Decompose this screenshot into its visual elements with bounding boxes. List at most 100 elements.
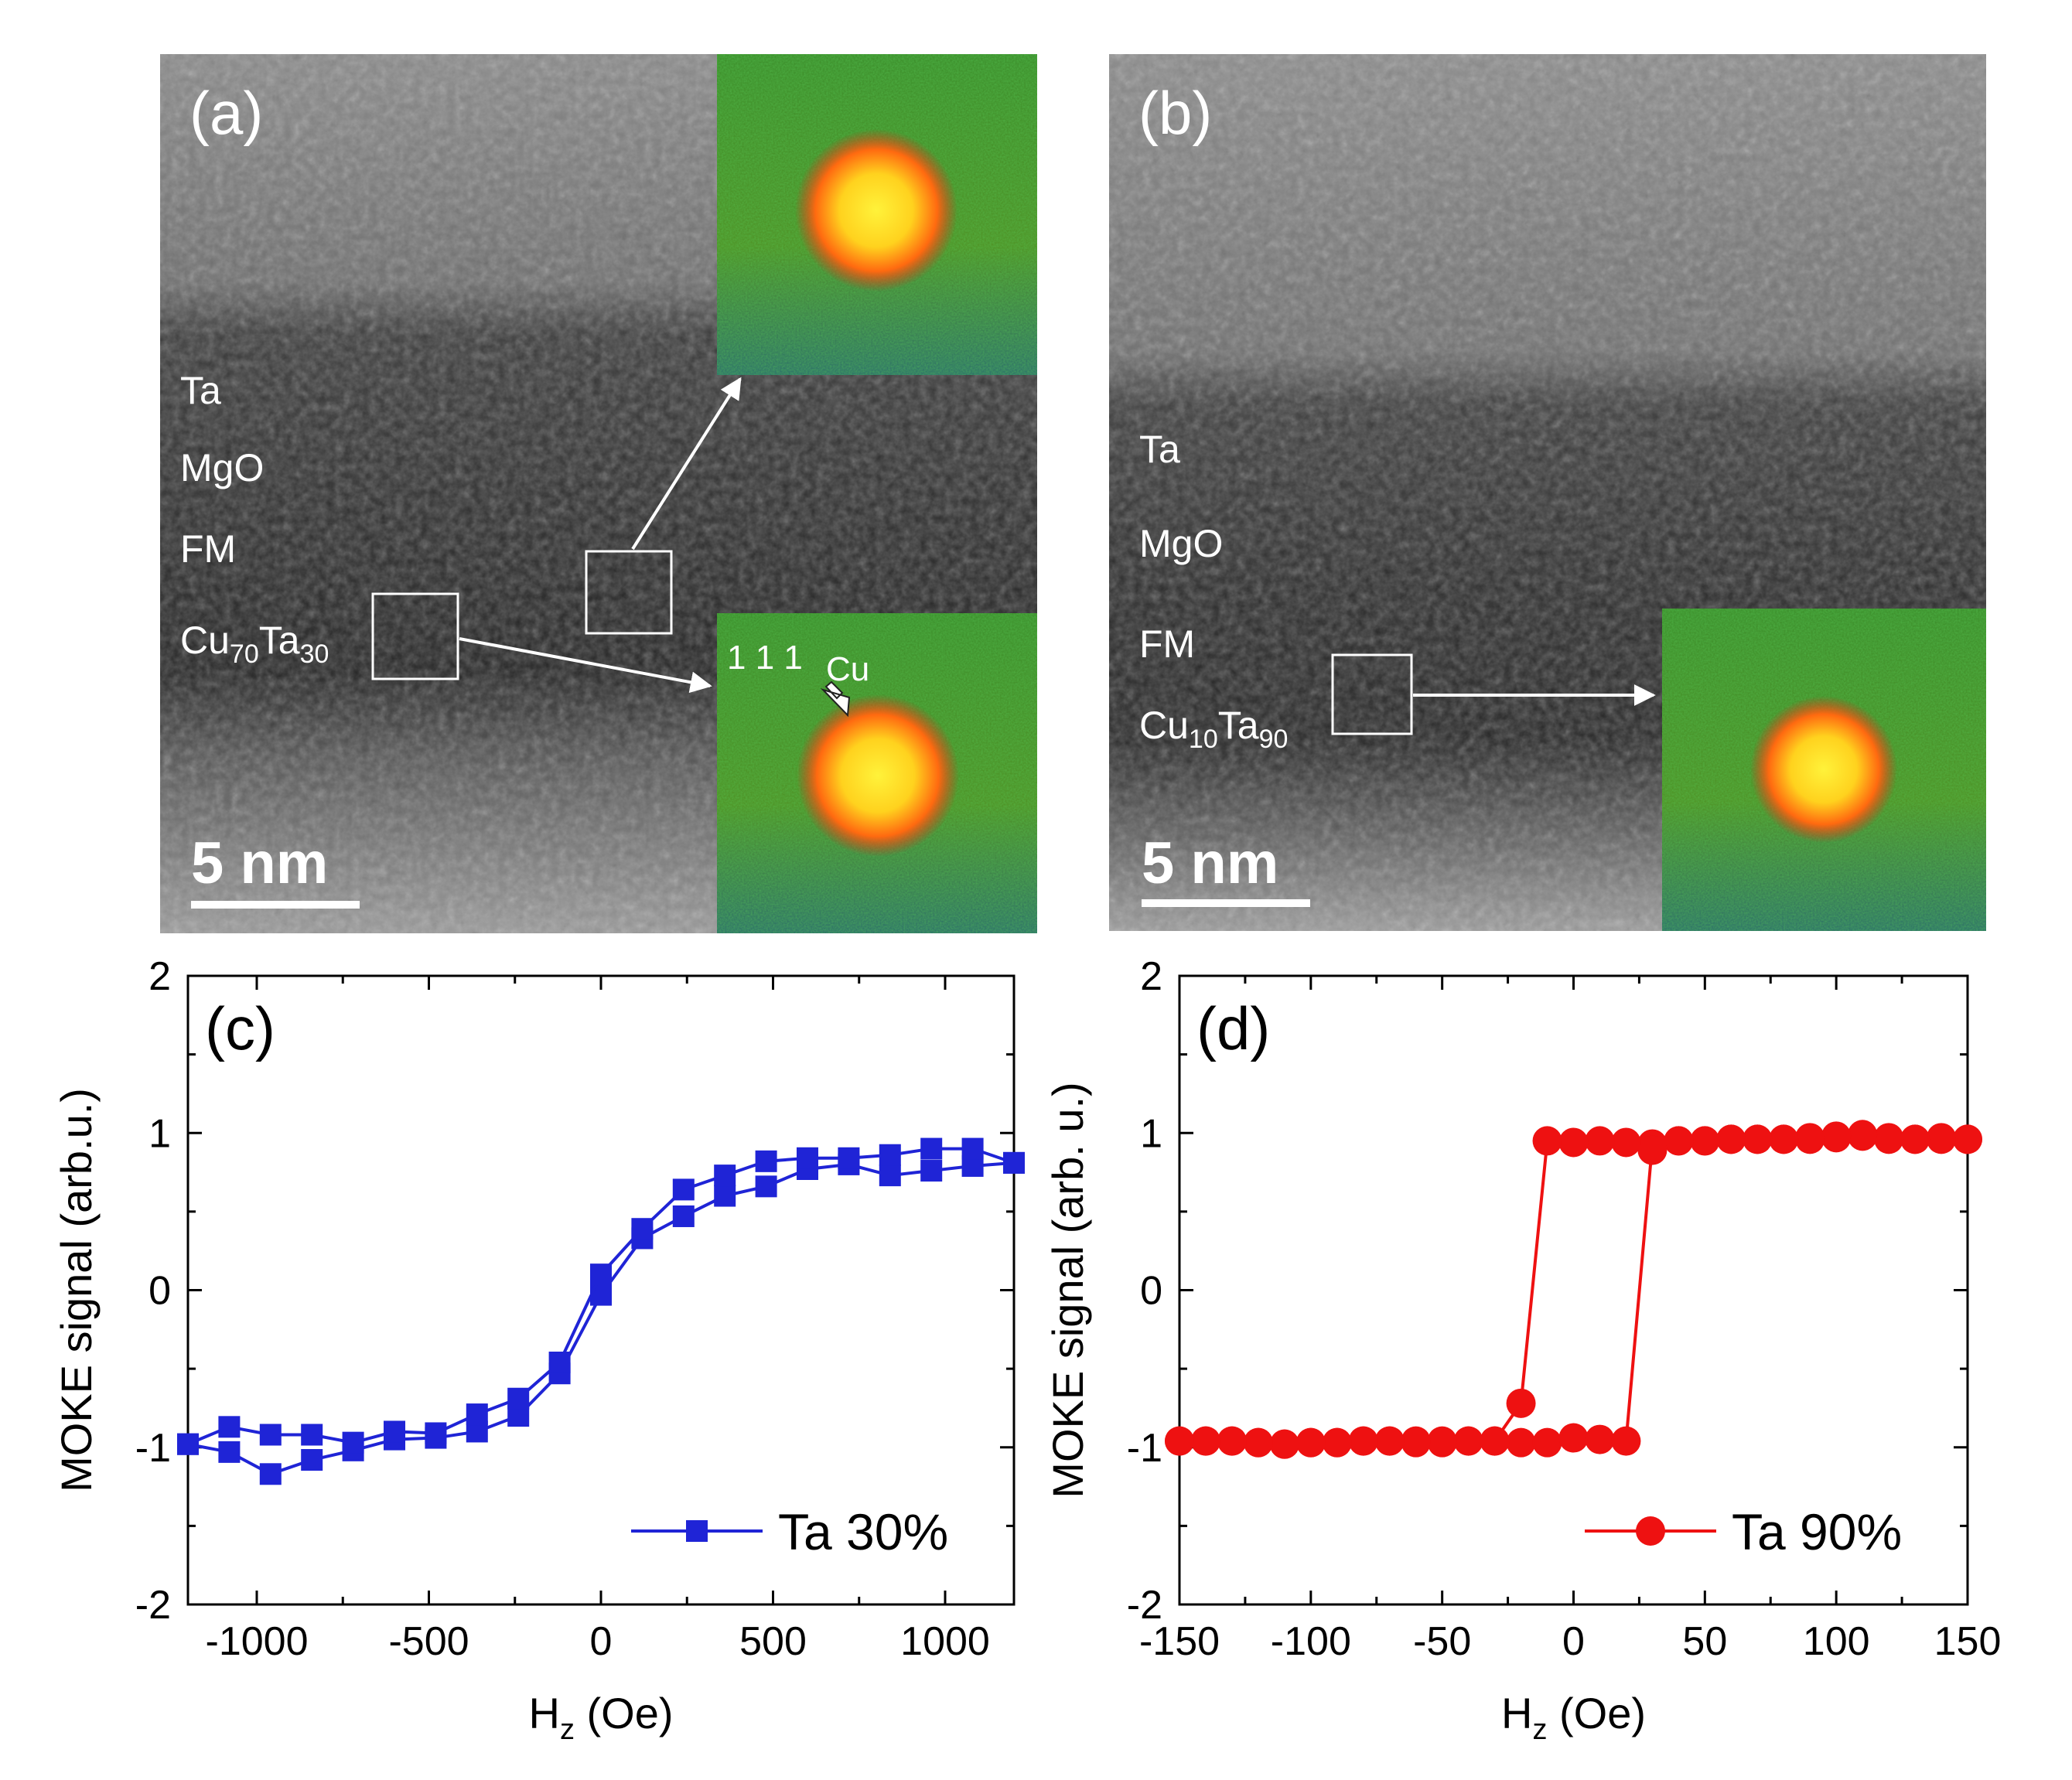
data-point [1585,1126,1615,1156]
layer-label-ta-b: Ta [1139,428,1180,471]
roi-box-fm [585,550,673,635]
data-point [1427,1426,1457,1456]
data-point [838,1147,860,1169]
data-point [1401,1426,1431,1456]
scale-bar-label-a: 5 nm [191,830,328,896]
data-point [342,1431,364,1454]
x-axis-label: Hz (Oe) [1501,1689,1646,1746]
data-point [879,1165,901,1187]
layer-label-ta: Ta [180,369,221,412]
data-point [1848,1120,1878,1150]
series-line-0 [1179,1134,1968,1446]
data-point [425,1422,447,1444]
data-point [1295,1427,1326,1458]
data-point [1664,1126,1694,1156]
data-point [755,1150,777,1172]
y-tick-label: -1 [1127,1426,1162,1471]
data-point [879,1144,901,1166]
data-point [1480,1426,1510,1456]
data-point [259,1463,282,1485]
data-point [920,1160,943,1182]
scale-bar-label-b: 5 nm [1142,830,1278,896]
fft-inset-b [1662,609,1986,931]
data-point [1558,1127,1589,1158]
arrow-to-fft-top [631,377,742,551]
data-point [1874,1124,1904,1154]
panel-label: (c) [205,994,275,1062]
x-tick-label: -100 [1271,1619,1351,1664]
y-tick-label: 2 [148,954,171,999]
data-point [961,1137,984,1160]
scale-bar-b [1142,899,1310,907]
data-point [1532,1126,1562,1156]
fft-annotation-arrow [820,680,851,718]
data-point [218,1416,241,1438]
layer-label-fm: FM [180,527,236,571]
data-point [714,1165,736,1187]
fft-annotation-hkl: 1 1 1 [727,639,803,677]
data-point [1611,1127,1641,1158]
scale-bar-a [191,901,360,909]
data-point [1243,1427,1273,1458]
chart-c: -1000 -500 0 500 1000 -2 -1 0 1 2 Hz (Oe) MOKE sign… [52,954,1025,1746]
x-tick-label: -1000 [206,1619,309,1664]
data-point [1217,1426,1247,1456]
x-tick-label: 100 [1803,1619,1870,1664]
data-point [1637,1135,1667,1165]
layer-label-mgo-b: MgO [1139,522,1223,565]
legend-marker [1636,1516,1665,1546]
series-line-1 [1179,1133,1968,1446]
data-point [548,1351,571,1373]
data-point [1795,1124,1825,1154]
data-point [1506,1427,1536,1458]
panel-label-b: (b) [1138,79,1212,147]
data-point [1900,1124,1930,1154]
data-point [1506,1388,1536,1418]
data-point [714,1185,736,1207]
layer-label-cuta-b: Cu10Ta90 [1139,704,1288,754]
data-point [301,1449,323,1471]
data-point [1927,1124,1957,1154]
data-point [1558,1423,1589,1453]
x-tick-label: 1000 [900,1619,990,1664]
roi-box-seed [371,592,459,680]
y-tick-label: 0 [148,1269,171,1314]
data-point [466,1403,488,1426]
y-tick-label: -2 [135,1583,171,1628]
data-point [1269,1429,1299,1459]
y-tick-label: 2 [1140,954,1162,999]
data-point [590,1263,612,1286]
data-point [672,1178,695,1201]
y-tick-label: -1 [135,1426,171,1471]
data-point [1690,1126,1720,1156]
data-point [1374,1426,1405,1456]
data-point [301,1424,323,1446]
fft-annotation-cu: Cu [826,650,869,688]
chart-d: -150 -100 -50 0 50 100 150 -2 -1 0 1 2 Hz (Oe) MOKE s… [1043,954,2001,1746]
data-point [259,1424,282,1446]
x-axis-label: Hz (Oe) [528,1689,673,1746]
x-tick-label: 150 [1934,1619,2002,1664]
panel-label-a: (a) [189,79,263,147]
data-point [218,1441,241,1463]
data-point [1769,1124,1799,1154]
arrow-to-fft-bottom [459,637,712,694]
legend-marker [686,1520,708,1542]
data-point [1003,1151,1025,1174]
x-tick-label: -50 [1413,1619,1471,1664]
panel-a: (a) Ta MgO FM Cu70Ta30 1 1 1 Cu 5 nm [160,54,1037,933]
data-point [1585,1424,1615,1454]
y-tick-label: -2 [1127,1583,1162,1628]
data-point [1532,1427,1562,1458]
legend-label: Ta 90% [1732,1503,1902,1560]
data-point [755,1175,777,1198]
data-point [672,1205,695,1227]
y-axis-label: MOKE signal (arb.u.) [52,1088,101,1492]
data-point [631,1218,654,1240]
data-point [1190,1426,1220,1456]
layer-label-fm-b: FM [1139,622,1195,666]
data-point [1953,1124,1982,1154]
panel-label: (d) [1196,994,1270,1062]
legend-label: Ta 30% [778,1503,948,1560]
